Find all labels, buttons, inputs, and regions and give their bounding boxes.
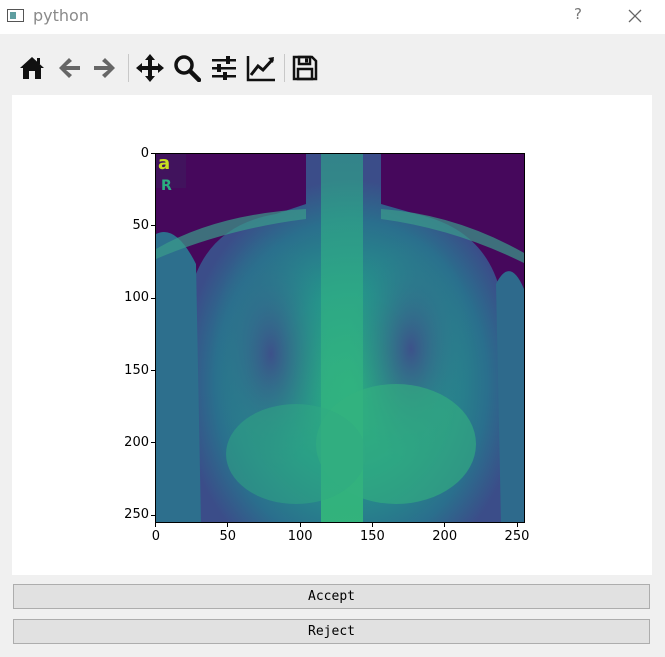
zoom-button[interactable] [171, 52, 203, 84]
y-tick-mark [151, 514, 155, 516]
forward-button[interactable] [89, 52, 121, 84]
x-tick-mark [155, 523, 157, 527]
x-tick-mark [227, 523, 229, 527]
save-button[interactable] [289, 52, 321, 84]
subplots-config-icon [212, 56, 236, 80]
overlay-letter-r: R [161, 178, 172, 194]
xray-image: a R [156, 154, 524, 522]
reject-button[interactable]: Reject [13, 619, 650, 644]
y-tick-label: 100 [124, 290, 149, 306]
y-tick-label: 200 [124, 434, 149, 450]
window-titlebar: python ? [0, 0, 665, 34]
accept-button[interactable]: Accept [13, 584, 650, 609]
home-button[interactable] [16, 52, 48, 84]
zoom-icon [174, 55, 201, 82]
overlay-letter-a: a [158, 154, 170, 174]
app-icon [7, 9, 24, 22]
x-tick-mark [516, 523, 518, 527]
x-tick-label: 0 [151, 529, 160, 544]
y-tick-mark [151, 297, 155, 299]
y-tick-mark [151, 370, 155, 372]
y-tick-label: 150 [124, 362, 149, 378]
toolbar-separator [284, 54, 285, 82]
y-tick-label: 0 [140, 145, 149, 161]
edit-axes-button[interactable] [245, 52, 277, 84]
x-tick-mark [299, 523, 301, 527]
y-tick-mark [151, 442, 155, 444]
y-tick-mark [151, 153, 155, 155]
x-tick-label: 200 [432, 529, 458, 544]
forward-arrow-icon [94, 58, 115, 78]
pan-icon [136, 54, 164, 82]
help-button[interactable]: ? [574, 5, 582, 23]
x-tick-label: 250 [504, 529, 530, 544]
toolbar-separator [128, 54, 129, 82]
pan-button[interactable] [134, 52, 166, 84]
home-icon [20, 57, 44, 79]
y-tick-mark [151, 225, 155, 227]
x-tick-label: 150 [360, 529, 385, 544]
window-title: python [33, 6, 89, 25]
close-icon [628, 9, 642, 23]
save-icon [292, 55, 318, 81]
figure-canvas[interactable]: a R 0 50 100 150 200 250 0 50 100 150 200 250 [12, 95, 652, 575]
navigation-toolbar [0, 48, 665, 90]
image-axes[interactable]: a R [155, 153, 525, 523]
x-tick-mark [372, 523, 374, 527]
x-tick-mark [444, 523, 446, 527]
edit-axes-icon [246, 56, 275, 82]
configure-subplots-button[interactable] [208, 52, 240, 84]
back-arrow-icon [59, 58, 80, 78]
y-tick-label: 250 [124, 507, 149, 523]
close-button[interactable] [623, 5, 647, 27]
x-tick-label: 100 [287, 529, 313, 544]
x-tick-label: 50 [219, 529, 237, 544]
back-button[interactable] [53, 52, 85, 84]
y-tick-label: 50 [132, 217, 149, 233]
